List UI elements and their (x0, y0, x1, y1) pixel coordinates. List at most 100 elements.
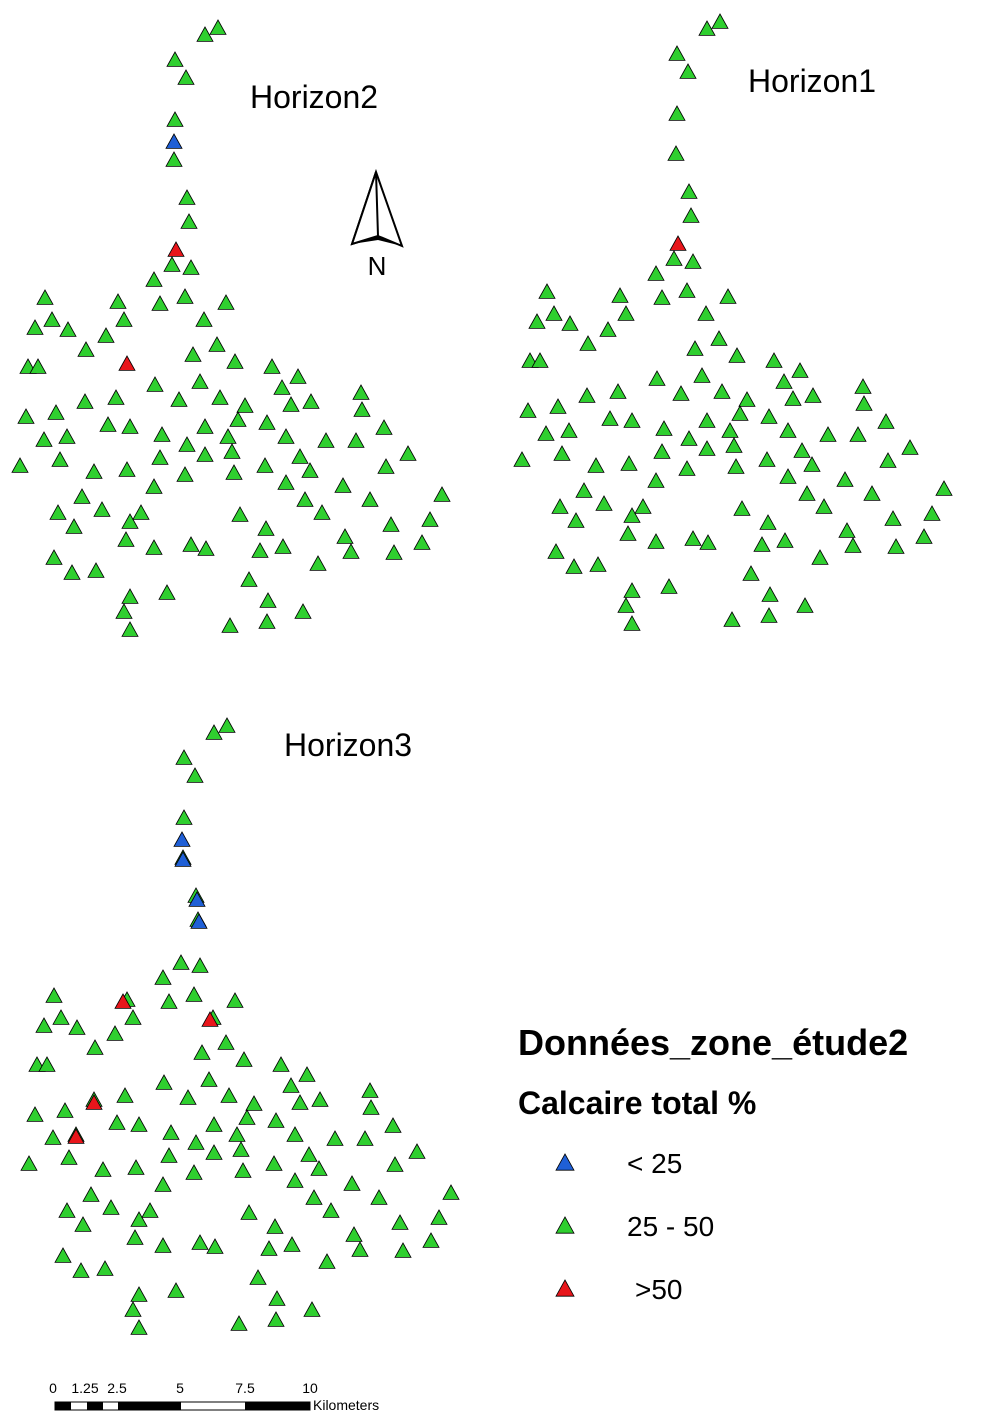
sample-point (347, 432, 365, 448)
sample-point (114, 993, 132, 1009)
sample-point (130, 1286, 148, 1302)
sample-point (672, 385, 690, 401)
sample-point (160, 1147, 178, 1163)
sample-point (309, 555, 327, 571)
sample-point (126, 1229, 144, 1245)
sample-point (217, 294, 235, 310)
sample-point (38, 1056, 56, 1072)
sample-point (513, 451, 531, 467)
sample-point (277, 474, 295, 490)
sample-point (176, 288, 194, 304)
sample-point (197, 540, 215, 556)
sample-point (723, 611, 741, 627)
sample-point (679, 63, 697, 79)
sample-point (634, 498, 652, 514)
sample-point (35, 431, 53, 447)
sample-point (229, 411, 247, 427)
sample-point (163, 256, 181, 272)
scale-label: 0 (49, 1380, 57, 1396)
sample-point (108, 1114, 126, 1130)
sample-point (132, 504, 150, 520)
sample-point (185, 986, 203, 1002)
sample-point (165, 151, 183, 167)
sample-point (158, 584, 176, 600)
sample-point (141, 1202, 159, 1218)
sample-point (311, 1091, 329, 1107)
north-label: N (368, 251, 387, 281)
sample-point (240, 1204, 258, 1220)
sample-point (20, 1155, 38, 1171)
sample-point (211, 389, 229, 405)
sample-point (265, 1155, 283, 1171)
sample-point (175, 749, 193, 765)
sample-point (623, 615, 641, 631)
sample-point (26, 319, 44, 335)
sample-point (680, 430, 698, 446)
sample-point (205, 1144, 223, 1160)
legend-subtitle: Calcaire total % (518, 1085, 756, 1121)
sample-point (249, 1269, 267, 1285)
sample-point (678, 460, 696, 476)
sample-point (317, 432, 335, 448)
sample-point (121, 513, 139, 529)
sample-point (191, 373, 209, 389)
sample-point (399, 445, 417, 461)
sample-point (836, 471, 854, 487)
sample-point (336, 528, 354, 544)
sample-point (528, 313, 546, 329)
sample-point (791, 362, 809, 378)
sample-point (587, 457, 605, 473)
sample-point (172, 954, 190, 970)
sample-point (223, 443, 241, 459)
sample-point (305, 1189, 323, 1205)
sample-point (116, 1087, 134, 1103)
sample-point (803, 456, 821, 472)
sample-point (296, 491, 314, 507)
sample-point (617, 305, 635, 321)
sample-point (17, 408, 35, 424)
sample-point (669, 235, 687, 251)
sample-point (190, 913, 208, 929)
sample-point (45, 549, 63, 565)
sample-point (298, 1066, 316, 1082)
sample-point (623, 582, 641, 598)
sample-point (220, 1087, 238, 1103)
sample-point (115, 311, 133, 327)
sample-point (725, 437, 743, 453)
sample-point (209, 19, 227, 35)
sample-point (303, 1301, 321, 1317)
sample-point (130, 1319, 148, 1335)
sample-point (877, 413, 895, 429)
sample-point (545, 305, 563, 321)
sample-point (231, 506, 249, 522)
sample-point (693, 367, 711, 383)
sample-point (29, 358, 47, 374)
sample-point (760, 607, 778, 623)
sample-point (56, 1102, 74, 1118)
sample-point (601, 410, 619, 426)
sample-point (322, 1202, 340, 1218)
scale-label: 7.5 (235, 1380, 255, 1396)
sample-point (205, 724, 223, 740)
sample-point (668, 45, 686, 61)
sample-point (154, 969, 172, 985)
sample-point (115, 603, 133, 619)
sample-point (180, 213, 198, 229)
sample-point (217, 1034, 235, 1050)
sample-point (118, 355, 136, 371)
sample-point (567, 512, 585, 528)
sample-point (165, 133, 183, 149)
sample-point (191, 957, 209, 973)
sample-point (187, 1134, 205, 1150)
sample-point (195, 311, 213, 327)
sample-point (648, 370, 666, 386)
sample-point (67, 1128, 85, 1144)
sample-point (721, 422, 739, 438)
sample-point (85, 463, 103, 479)
sample-point (191, 1234, 209, 1250)
sample-point (130, 1116, 148, 1132)
sample-point (667, 145, 685, 161)
sample-point (35, 1017, 53, 1033)
sample-point (58, 428, 76, 444)
sample-point (52, 1009, 70, 1025)
